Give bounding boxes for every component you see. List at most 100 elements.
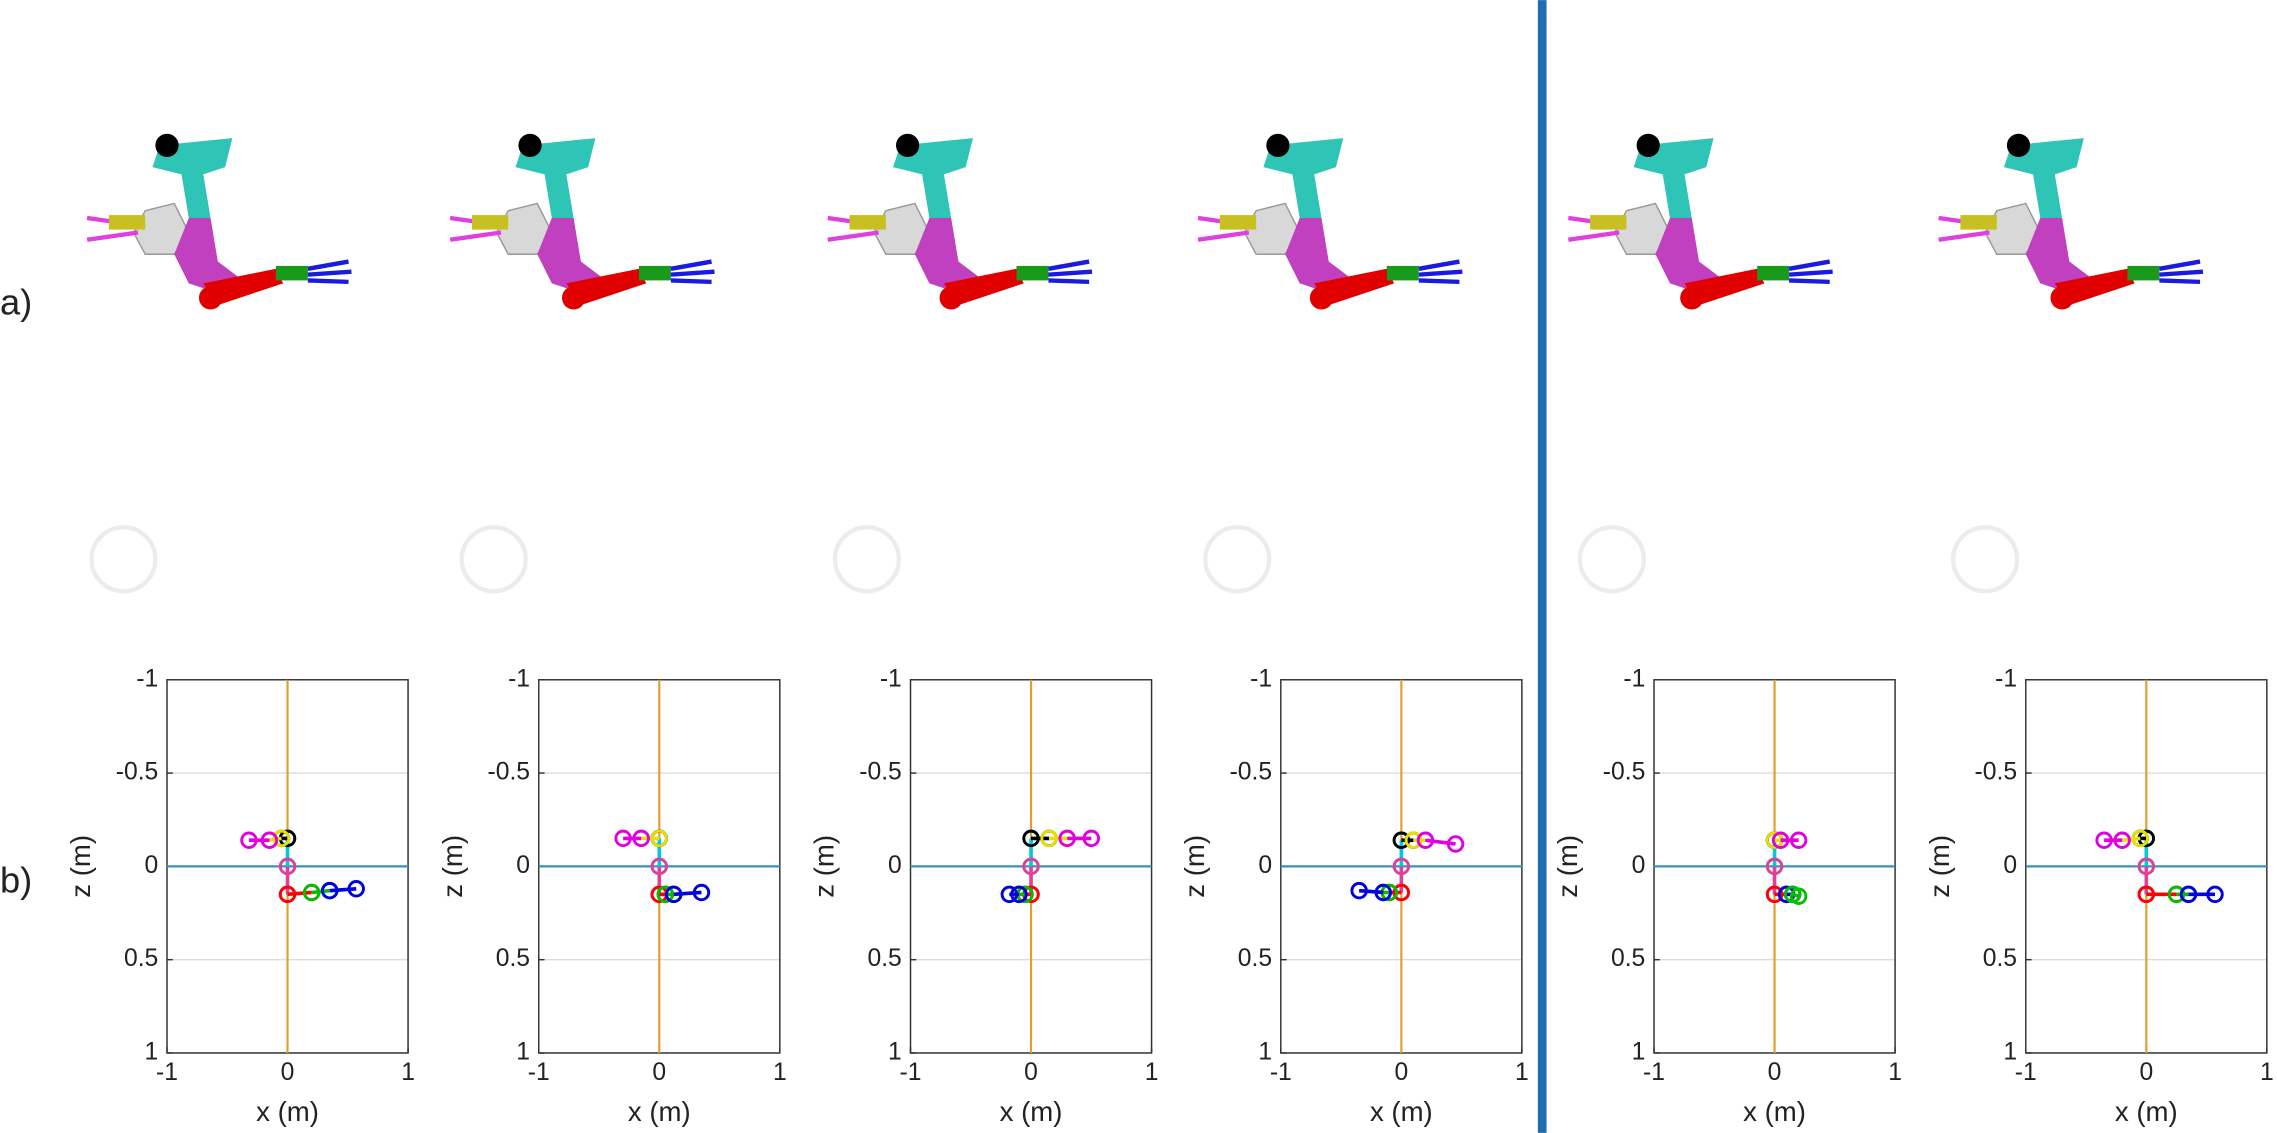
skeleton-render: [828, 134, 1092, 310]
joint-marker: [650, 857, 668, 876]
y-tick-label: 1: [1632, 1038, 1646, 1065]
x-axis-label: x (m): [1000, 1096, 1063, 1127]
x-tick-label: 0: [1024, 1059, 1038, 1086]
joint-marker: [278, 857, 297, 876]
x-tick-label: 1: [1515, 1059, 1529, 1086]
x-tick-label: 1: [1145, 1059, 1159, 1086]
x-tick-label: -1: [528, 1059, 550, 1086]
y-tick-label: 0: [1632, 852, 1646, 879]
joint-marker: [1789, 831, 1808, 849]
x-tick-label: -1: [1270, 1059, 1292, 1086]
joint-marker: [260, 831, 279, 849]
y-tick-label: -1: [1250, 665, 1272, 692]
x-tick-label: -1: [900, 1059, 922, 1086]
y-tick-label: 1: [2003, 1038, 2017, 1065]
x-tick-label: 1: [2260, 1059, 2274, 1086]
skeleton-render: [450, 134, 714, 310]
y-tick-label: -1: [1623, 665, 1645, 692]
panel-label: b): [0, 860, 32, 901]
y-tick-label: 0.5: [496, 945, 530, 972]
joint-marker: [2179, 885, 2198, 904]
joint-marker: [347, 880, 365, 898]
y-tick-label: 0: [2003, 852, 2017, 879]
y-tick-label: -1: [508, 665, 530, 692]
joint-marker: [1392, 857, 1411, 876]
joint-marker: [2167, 885, 2186, 904]
y-tick-label: 0.5: [1611, 945, 1645, 972]
joint-marker: [1010, 885, 1028, 904]
y-axis-label: z (m): [1924, 835, 1955, 898]
y-tick-label: 0.5: [867, 945, 901, 972]
joint-marker: [614, 829, 632, 848]
joint-marker: [1058, 829, 1076, 848]
x-axis-label: x (m): [628, 1096, 691, 1127]
series-line: [1425, 838, 1456, 846]
y-tick-label: -1: [136, 665, 158, 692]
series-line: [1359, 888, 1384, 895]
y-tick-label: 0: [1258, 852, 1272, 879]
y-axis-label: z (m): [1552, 835, 1583, 898]
joint-marker: [240, 831, 258, 849]
joint-marker: [692, 883, 711, 902]
watermarks: [89, 525, 2020, 594]
joint-marker: [2137, 857, 2156, 876]
y-tick-label: -0.5: [1230, 759, 1273, 786]
x-axis-label: x (m): [256, 1096, 319, 1127]
y-tick-label: 0.5: [1238, 945, 1272, 972]
y-axis-label: z (m): [809, 835, 840, 898]
joint-marker: [272, 829, 291, 848]
x-axis-label: x (m): [1743, 1096, 1806, 1127]
y-tick-label: -1: [880, 665, 902, 692]
x-tick-label: -1: [156, 1059, 178, 1086]
joint-marker: [2113, 831, 2131, 849]
series-line: [673, 890, 702, 897]
joint-marker: [1374, 883, 1392, 902]
skeleton-render: [1568, 134, 1832, 310]
y-axis-label: z (m): [65, 835, 96, 898]
x-tick-label: 0: [652, 1059, 666, 1086]
joint-marker: [665, 885, 683, 904]
joint-marker: [1765, 885, 1784, 904]
y-tick-label: 0: [516, 852, 530, 879]
series-line: [1792, 892, 1800, 898]
skeleton-render: [1198, 134, 1462, 310]
joint-marker: [2095, 831, 2113, 849]
panel-label: a): [0, 282, 32, 323]
joint-marker: [1789, 887, 1808, 905]
joint-marker: [321, 881, 339, 900]
series-line: [311, 888, 330, 895]
joint-marker: [2131, 829, 2149, 848]
skeleton-render: [87, 134, 351, 310]
y-tick-label: -1: [1995, 665, 2017, 692]
y-tick-label: -0.5: [859, 759, 902, 786]
joint-marker: [1350, 881, 1368, 900]
y-tick-label: 0: [888, 852, 902, 879]
y-tick-label: 0.5: [124, 945, 158, 972]
joint-marker: [2137, 885, 2156, 904]
y-tick-label: -0.5: [488, 759, 531, 786]
y-axis-label: z (m): [437, 835, 468, 898]
joint-marker: [1040, 829, 1058, 848]
x-tick-label: -1: [1643, 1059, 1665, 1086]
y-tick-label: 1: [888, 1038, 902, 1065]
y-tick-label: -0.5: [1603, 759, 1646, 786]
joint-marker: [1082, 829, 1101, 848]
joint-marker: [1771, 831, 1790, 849]
joint-marker: [1404, 831, 1423, 849]
series-line: [2122, 836, 2141, 843]
joint-marker: [632, 829, 650, 848]
joint-marker: [1446, 835, 1465, 853]
x-tick-label: 0: [1394, 1059, 1408, 1086]
joint-marker: [1000, 885, 1019, 904]
joint-marker: [2206, 885, 2224, 904]
joint-marker: [302, 883, 321, 902]
x-tick-label: 0: [281, 1059, 295, 1086]
x-axis-label: x (m): [2115, 1096, 2178, 1127]
y-tick-label: 1: [516, 1038, 530, 1065]
joint-marker: [1022, 857, 1040, 876]
joint-marker: [650, 829, 668, 848]
joint-marker: [1022, 829, 1040, 848]
series-line: [287, 890, 312, 897]
joint-marker: [1765, 857, 1784, 876]
